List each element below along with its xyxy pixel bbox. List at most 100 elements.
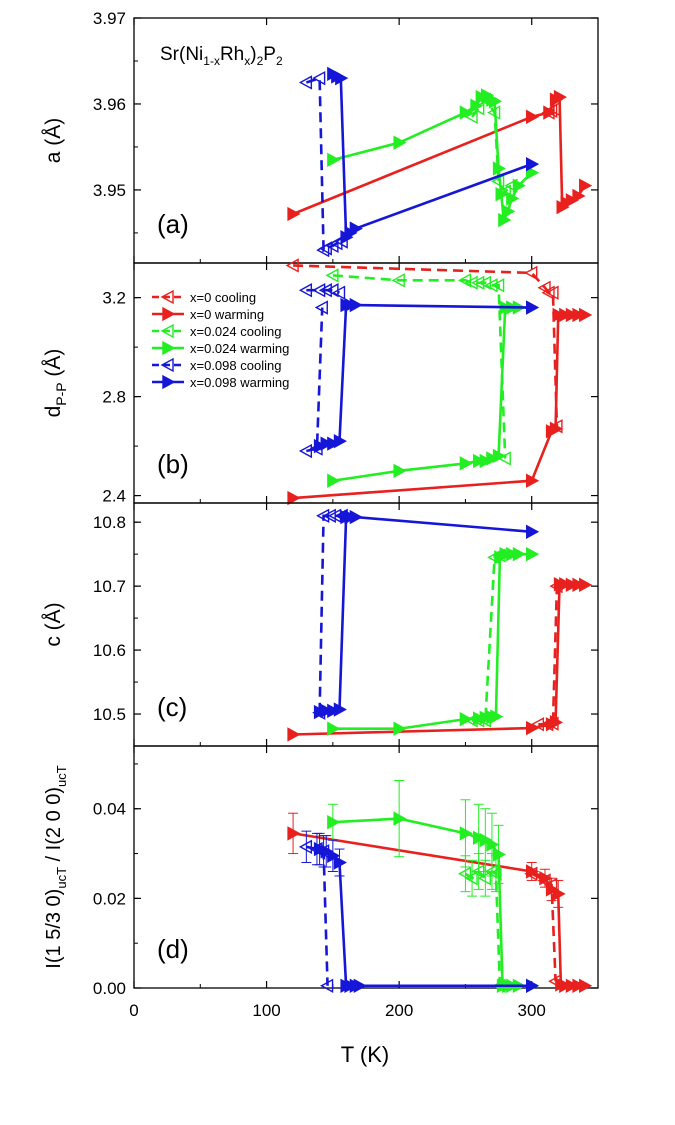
series-line xyxy=(292,313,585,500)
data-point xyxy=(298,283,313,298)
data-point xyxy=(488,94,503,109)
data-point xyxy=(548,974,562,989)
data-point xyxy=(472,830,487,846)
data-point xyxy=(285,258,299,273)
panel-b: 2.4 2.8 3.2 dP-P (Å) (b) xyxy=(42,258,599,506)
data-point xyxy=(491,174,505,189)
data-point xyxy=(572,577,586,593)
legend-marker xyxy=(160,323,174,339)
y-tick-label: 3.95 xyxy=(93,181,126,200)
y-tick-label: 2.4 xyxy=(102,487,126,506)
series-line xyxy=(306,307,324,453)
data-point xyxy=(459,105,473,120)
series-d-x098-cooling xyxy=(298,830,334,993)
panel-a: 3.95 3.96 3.97 a (Å) (a) xyxy=(42,9,599,264)
data-point xyxy=(497,184,511,199)
x-tick-label: 200 xyxy=(385,1001,413,1020)
series-d-x098-warming xyxy=(313,832,540,993)
data-point xyxy=(488,866,502,881)
y-tick-label: 2.8 xyxy=(102,388,126,407)
data-point xyxy=(457,866,472,881)
y-tick-label: 3.2 xyxy=(102,289,126,308)
data-point xyxy=(459,456,473,471)
data-point xyxy=(540,717,554,732)
y-tick-label: 0.02 xyxy=(93,889,126,908)
data-point xyxy=(487,550,501,565)
data-point xyxy=(477,871,492,886)
data-point xyxy=(549,419,563,434)
x-tick-label: 100 xyxy=(252,1001,280,1020)
series-b-x098-cooling xyxy=(298,300,328,459)
data-point xyxy=(349,221,363,236)
data-point xyxy=(506,546,520,562)
data-point xyxy=(541,285,555,300)
data-point xyxy=(565,193,579,208)
series-line xyxy=(471,97,513,194)
series-a-x024-cooling xyxy=(464,92,518,199)
data-point xyxy=(526,473,540,488)
series-c-x0-cooling xyxy=(530,578,563,732)
data-point xyxy=(393,811,407,826)
data-point xyxy=(544,877,558,893)
panel-d: 0.00 0.02 0.04 I(1 5/3 0)ucT / I(2 0 0)ucT (… xyxy=(43,745,599,998)
series-c-x098-cooling xyxy=(312,508,348,720)
data-point xyxy=(579,178,593,193)
data-point xyxy=(464,713,478,728)
legend-marker xyxy=(160,357,174,373)
legend-marker xyxy=(162,340,176,356)
data-point xyxy=(477,713,492,728)
data-point xyxy=(332,285,346,300)
series-line xyxy=(464,869,502,986)
data-point xyxy=(471,713,485,728)
data-point xyxy=(524,866,538,881)
series-line xyxy=(293,264,559,427)
data-point xyxy=(559,307,573,323)
data-point xyxy=(526,720,540,736)
data-point xyxy=(314,300,328,315)
data-point xyxy=(559,978,573,993)
y-tick-label: 10.6 xyxy=(93,641,126,660)
legend-entry: x=0.098 warming xyxy=(152,374,289,390)
legend-marker xyxy=(160,289,174,305)
data-point xyxy=(572,978,586,993)
data-point xyxy=(312,70,326,86)
series-a-x098-warming xyxy=(327,66,540,245)
data-point xyxy=(497,451,511,466)
data-point xyxy=(464,871,478,886)
data-point xyxy=(309,441,323,456)
data-point xyxy=(477,92,492,107)
figure-title: Sr(Ni1-xRhx)2P2 xyxy=(160,44,283,68)
data-point xyxy=(572,188,586,204)
data-point xyxy=(312,705,326,720)
panel-frame xyxy=(133,502,599,747)
data-point xyxy=(579,577,593,593)
data-point xyxy=(349,297,363,313)
series-c-x024-warming xyxy=(327,546,540,736)
x-tick-label: 0 xyxy=(129,1001,138,1020)
data-point xyxy=(298,75,313,90)
data-point xyxy=(464,109,478,125)
series-line xyxy=(306,845,329,986)
legend-label: x=0.098 warming xyxy=(190,375,289,390)
data-point xyxy=(393,135,407,150)
series-c-x024-cooling xyxy=(464,548,506,728)
y-tick-label: 0.00 xyxy=(93,979,126,998)
data-point xyxy=(327,848,341,863)
y-tick-label: 0.04 xyxy=(93,800,126,819)
data-point xyxy=(464,275,478,290)
data-point xyxy=(316,844,330,859)
data-point xyxy=(565,307,579,323)
panels-container: 3.95 3.96 3.97 a (Å) (a) 2.4 2.8 3.2 dP-P (Å) (b)… xyxy=(42,9,599,1020)
data-point xyxy=(298,839,313,855)
series-b-x098-cooling xyxy=(298,283,346,300)
data-point xyxy=(312,283,326,298)
data-point xyxy=(287,826,301,841)
x-axis-label: T (K) xyxy=(341,1042,389,1067)
data-point xyxy=(526,978,540,993)
data-point xyxy=(471,275,485,290)
data-point xyxy=(565,978,579,993)
data-point xyxy=(335,70,349,86)
data-point xyxy=(479,453,493,469)
series-a-x0-warming xyxy=(287,89,593,222)
data-point xyxy=(459,826,473,841)
